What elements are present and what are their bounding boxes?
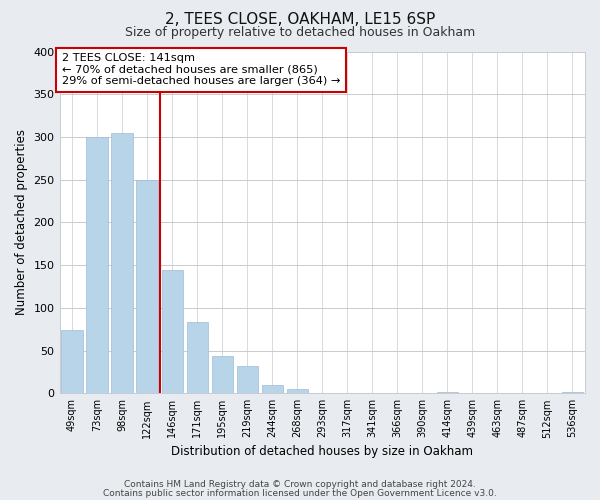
Bar <box>287 389 308 394</box>
Bar <box>112 132 133 394</box>
Bar <box>86 137 108 394</box>
Y-axis label: Number of detached properties: Number of detached properties <box>15 130 28 316</box>
Bar <box>236 366 258 394</box>
Bar <box>136 180 158 394</box>
Text: Contains public sector information licensed under the Open Government Licence v3: Contains public sector information licen… <box>103 489 497 498</box>
Bar <box>562 392 583 394</box>
Bar <box>262 385 283 394</box>
Text: Size of property relative to detached houses in Oakham: Size of property relative to detached ho… <box>125 26 475 39</box>
Text: 2, TEES CLOSE, OAKHAM, LE15 6SP: 2, TEES CLOSE, OAKHAM, LE15 6SP <box>165 12 435 28</box>
Bar <box>187 322 208 394</box>
Bar <box>61 330 83 394</box>
Text: Contains HM Land Registry data © Crown copyright and database right 2024.: Contains HM Land Registry data © Crown c… <box>124 480 476 489</box>
X-axis label: Distribution of detached houses by size in Oakham: Distribution of detached houses by size … <box>171 444 473 458</box>
Bar <box>212 356 233 394</box>
Text: 2 TEES CLOSE: 141sqm
← 70% of detached houses are smaller (865)
29% of semi-deta: 2 TEES CLOSE: 141sqm ← 70% of detached h… <box>62 53 341 86</box>
Bar <box>437 392 458 394</box>
Bar <box>161 270 183 394</box>
